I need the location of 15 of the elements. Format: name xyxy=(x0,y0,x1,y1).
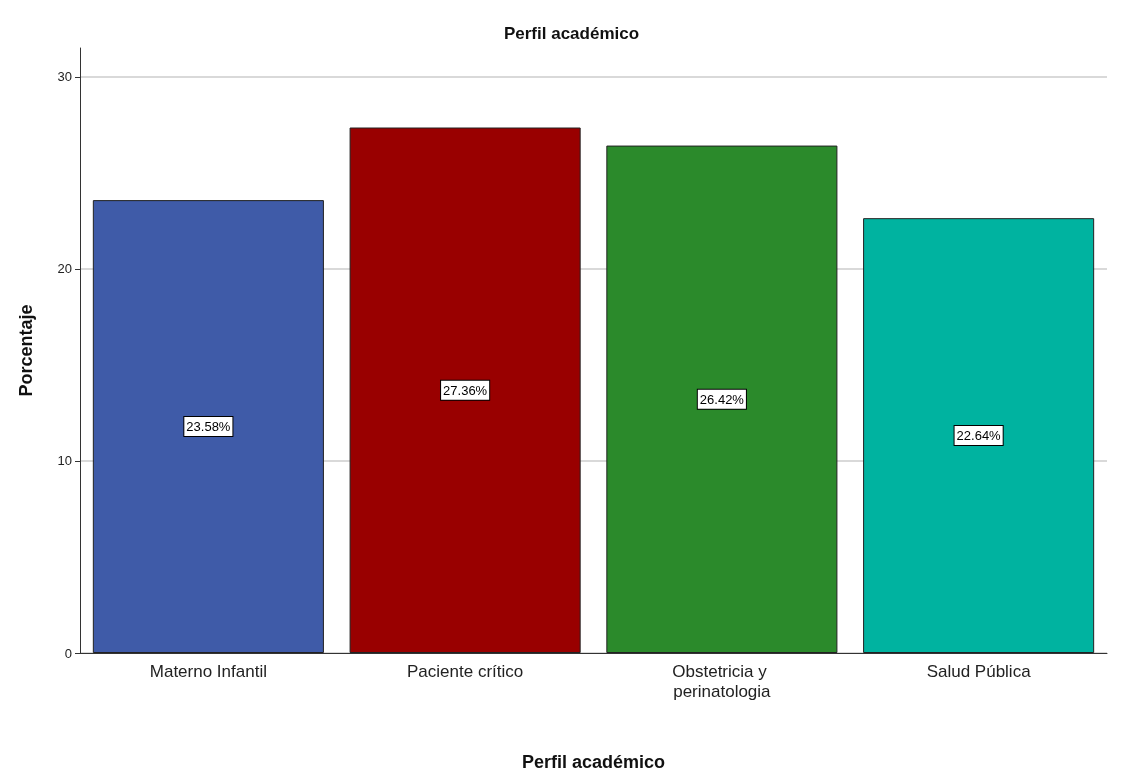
x-tick-label: Obstetricia y perinatologia xyxy=(672,661,772,701)
data-label: 23.58% xyxy=(186,419,231,435)
chart-title: Perfil académico xyxy=(503,24,640,43)
data-label: 26.42% xyxy=(699,391,745,407)
y-axis-title: Porcentaje xyxy=(16,304,36,397)
x-tick-label: Salud Pública xyxy=(926,661,1032,681)
y-tick-label: 10 xyxy=(57,453,72,469)
y-tick-label: 30 xyxy=(57,69,72,85)
x-tick-label: Paciente crítico xyxy=(407,661,524,681)
y-tick-label: 20 xyxy=(57,261,72,277)
x-tick-label: Materno Infantil xyxy=(149,661,267,681)
data-label: 27.36% xyxy=(443,382,488,398)
x-axis-title: Perfil académico xyxy=(521,752,666,772)
data-label: 22.64% xyxy=(956,428,1002,444)
y-tick-label: 0 xyxy=(64,645,72,661)
